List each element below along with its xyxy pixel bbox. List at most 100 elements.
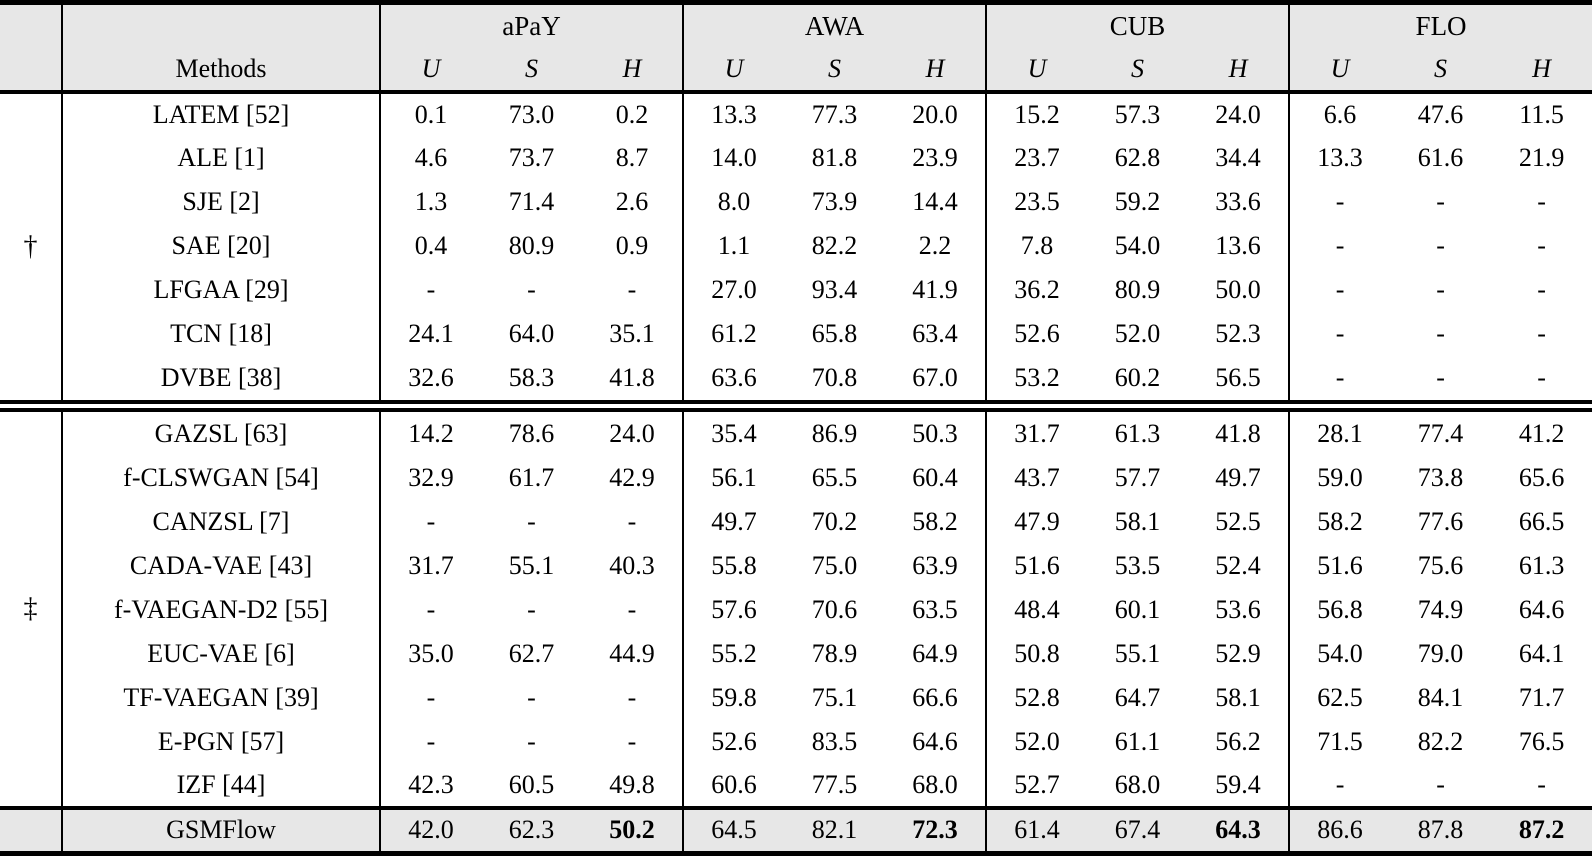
value-cell: 23.9 [912,142,958,172]
value-cell: 56.8 [1288,587,1391,632]
subcol-h: H [582,47,684,94]
value-cell: 67.0 [912,362,958,392]
value-cell: 52.6 [985,311,1088,356]
table-row: SAE [20] 0.4 80.9 0.9 1.1 82.2 2.2 7.8 54.0 13.6-… [0,223,1592,268]
value-cell: 75.6 [1417,550,1464,580]
value-cell: 82.2 [811,230,858,260]
value-cell: 62.5 [1288,675,1391,720]
table-row: TF-VAEGAN [39] - - -59.8 75.1 66.6 52.8 64.7 58.… [0,675,1592,720]
table-row: f-CLSWGAN [54] 32.9 61.7 42.9 56.1 65.5 60.4 43… [0,455,1592,500]
value-cell: 35.1 [609,318,655,348]
value-cell: 24.1 [379,311,481,356]
value-cell: 57.6 [682,587,785,632]
table-row: ‡ GAZSL [63] 14.2 78.6 24.0 35.4 86.9 50.3 31.7 6… [0,411,1592,624]
value-cell: 52.9 [1215,638,1261,668]
value-cell: 42.9 [609,462,655,492]
value-cell: 58.2 [912,506,958,536]
table-row: E-PGN [57] - - -52.6 83.5 64.6 52.0 61.1 56.2 71.… [0,719,1592,764]
value-cell: 41.8 [609,362,655,392]
value-cell: 62.7 [508,638,555,668]
value-cell: 49.7 [1215,462,1261,492]
value-cell: 41.8 [1215,418,1261,448]
value-cell: 77.4 [1417,418,1464,448]
highlight-row: GSMFlow 42.0 62.3 50.2 64.5 82.1 72.3 61.4 67.4 6… [0,805,1592,854]
dataset-header-apay: aPaY [378,2,684,48]
value-cell: - [1436,274,1445,304]
dataset-header-flo: FLO [1288,2,1592,48]
footer-value-cell: 82.1 [784,805,886,854]
value-cell: - [1288,267,1391,312]
value-cell: 80.9 [508,230,555,260]
footer-method-name: GSMFlow [61,805,380,854]
method-name: IZF [44] [61,763,380,808]
value-cell: 60.5 [508,769,555,799]
value-cell: 66.6 [912,682,958,712]
method-name: SAE [20] [61,223,380,268]
value-cell: 63.5 [912,594,958,624]
value-cell: - [527,274,536,304]
value-cell: - [527,726,536,756]
value-cell: 2.2 [918,230,952,260]
value-cell: - [527,506,536,536]
value-cell: 77.6 [1417,506,1464,536]
value-cell: 61.3 [1518,550,1565,580]
value-cell: - [1436,769,1445,799]
value-cell: 61.3 [1114,418,1161,448]
value-cell: 70.2 [811,506,858,536]
value-cell: 52.3 [1215,318,1261,348]
value-cell: 76.5 [1518,726,1565,756]
value-cell: 65.5 [811,462,858,492]
value-cell: 23.7 [985,135,1088,180]
value-cell: - [1436,318,1445,348]
value-cell: 41.2 [1518,418,1565,448]
value-cell: 79.0 [1417,638,1464,668]
value-cell: 64.6 [1518,594,1565,624]
value-cell: - [1288,179,1391,224]
value-cell: 59.8 [682,675,785,720]
value-cell: - [379,719,481,764]
footer-value-cell: 61.4 [985,805,1088,854]
group-symbol: † [23,230,38,262]
group-double-dagger: ‡ GAZSL [63] 14.2 78.6 24.0 35.4 86.9 50.3 31.7 6… [0,411,1592,808]
value-cell: - [379,267,481,312]
value-cell: 50.8 [985,631,1088,676]
value-cell: 60.4 [912,462,958,492]
subcol-u: U [682,47,785,94]
value-cell: 57.7 [1114,462,1161,492]
value-cell: 35.4 [682,411,785,456]
value-cell: 50.3 [912,418,958,448]
value-cell: 32.9 [379,455,481,500]
value-cell: 7.8 [985,223,1088,268]
value-cell: 13.3 [682,91,785,136]
value-cell: 75.1 [811,682,858,712]
value-cell: 0.9 [615,230,649,260]
value-cell: 53.2 [985,355,1088,400]
value-cell: 60.6 [682,763,785,808]
subcol-u: U [985,47,1088,94]
value-cell: 56.2 [1215,726,1261,756]
value-cell: 0.2 [615,99,649,129]
value-cell: 71.4 [508,186,555,216]
value-cell: 55.1 [508,550,555,580]
value-cell: 61.2 [682,311,785,356]
value-cell: 64.6 [912,726,958,756]
table-row: SJE [2] 1.3 71.4 2.6 8.0 73.9 14.4 23.5 59.2 33.6… [0,179,1592,224]
table-row: EUC-VAE [6] 35.0 62.7 44.9 55.2 78.9 64.9 50.8 5… [0,631,1592,676]
value-cell: 14.0 [682,135,785,180]
value-cell: 33.6 [1215,186,1261,216]
table-row: CADA-VAE [43] 31.7 55.1 40.3 55.8 75.0 63.9 51.… [0,543,1592,588]
method-name: TCN [18] [61,311,380,356]
value-cell: 58.1 [1215,682,1261,712]
value-cell: - [1537,230,1546,260]
value-cell: 52.6 [682,719,785,764]
value-cell: 35.0 [379,631,481,676]
value-cell: 74.9 [1417,594,1464,624]
value-cell: 55.1 [1114,638,1161,668]
value-cell: 8.7 [615,142,649,172]
value-cell: 59.0 [1288,455,1391,500]
value-cell: - [1288,763,1391,808]
table-header: aPaY AWA CUB FLO Methods U S H U S H U S… [0,2,1592,94]
value-cell: - [1288,223,1391,268]
value-cell: 62.8 [1114,142,1161,172]
subcol-h: H [1491,47,1592,94]
